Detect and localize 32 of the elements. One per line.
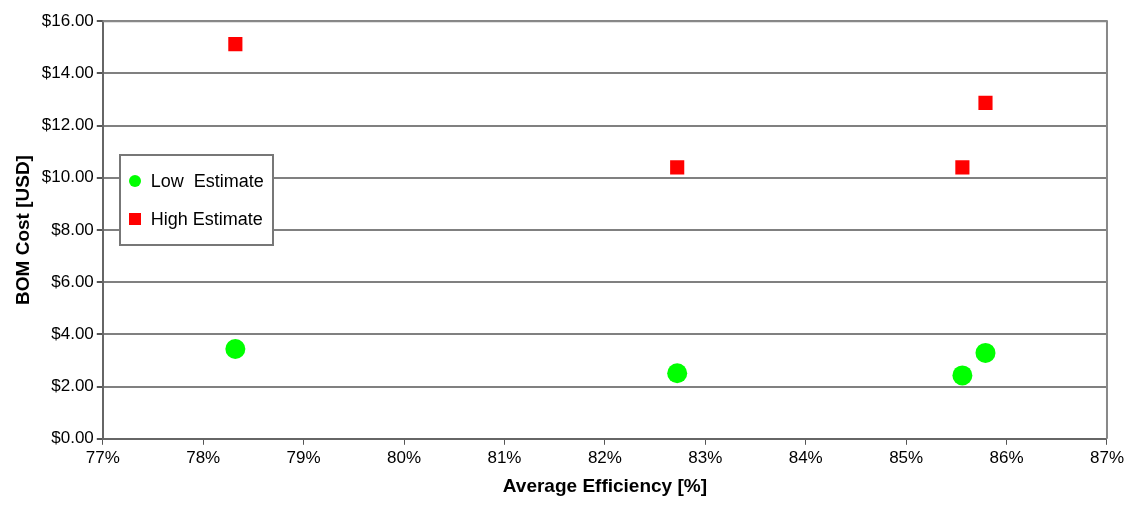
point (978, 95, 993, 110)
legend-label: Low Estimate (150, 170, 264, 192)
x-tick-label: 81% (487, 447, 522, 467)
y-tick-label: $14.00 (41, 63, 94, 83)
x-axis-title: Average Efficiency [%] (502, 474, 707, 496)
y-tick-label: $8.00 (51, 219, 94, 239)
x-tick-label: 85% (889, 447, 924, 467)
y-tick-label: $0.00 (51, 428, 94, 448)
x-tick-label: 77% (85, 447, 120, 467)
x-tick-label: 83% (688, 447, 723, 467)
point (952, 365, 973, 386)
legend-label: High Estimate (150, 208, 263, 230)
point (225, 339, 246, 360)
x-tick-label: 80% (387, 447, 422, 467)
x-tick-label: 82% (587, 447, 622, 467)
x-tick-label: 78% (186, 447, 221, 467)
y-tick-label: $4.00 (51, 324, 94, 344)
y-axis-title: BOM Cost [USD] (11, 155, 33, 305)
point (228, 37, 243, 52)
point (975, 342, 996, 363)
point (670, 160, 685, 175)
point (667, 363, 688, 384)
y-tick-label: $12.00 (41, 115, 94, 135)
y-tick-label: $16.00 (41, 10, 94, 30)
point (955, 160, 970, 175)
x-tick-label: 79% (286, 447, 321, 467)
x-tick-label: 86% (989, 447, 1024, 467)
x-tick-label: 84% (788, 447, 823, 467)
x-tick-label: 87% (1089, 447, 1124, 467)
y-tick-label: $6.00 (51, 271, 94, 291)
y-tick-label: $10.00 (41, 167, 94, 187)
y-tick-label: $2.00 (51, 376, 94, 396)
